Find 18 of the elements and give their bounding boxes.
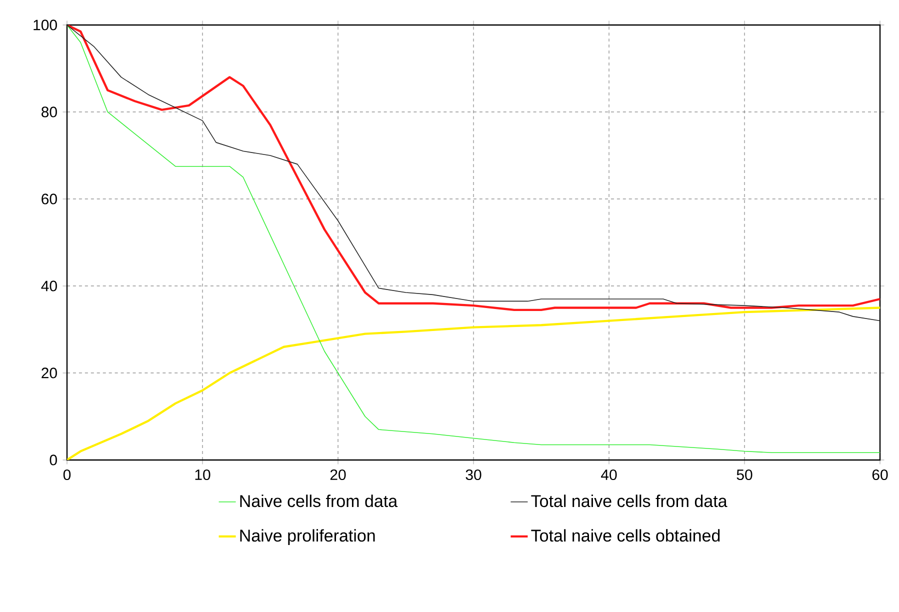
legend-label: Naive cells from data: [240, 494, 398, 508]
legend-label: Naive proliferation: [240, 529, 375, 546]
x-tick-label: 40: [601, 469, 617, 480]
x-tick-label: 20: [330, 469, 346, 480]
legend-label: Total naive cells from data: [531, 494, 728, 508]
y-tick-label: 80: [42, 106, 57, 118]
y-tick-label: 60: [42, 194, 57, 204]
x-tick-label: 0: [63, 469, 71, 480]
y-tick-label: 100: [34, 20, 57, 30]
y-tick-label: 0: [50, 454, 57, 466]
line-series: [67, 306, 880, 460]
x-tick-label: 50: [736, 469, 752, 480]
x-tick-label: 30: [466, 469, 482, 480]
x-tick-label: 60: [872, 469, 888, 480]
x-tick-label: 10: [195, 469, 210, 480]
y-tick-label: 40: [41, 280, 57, 292]
y-tick-label: 20: [42, 368, 57, 378]
legend-label: Total naive cells obtained: [531, 529, 720, 542]
